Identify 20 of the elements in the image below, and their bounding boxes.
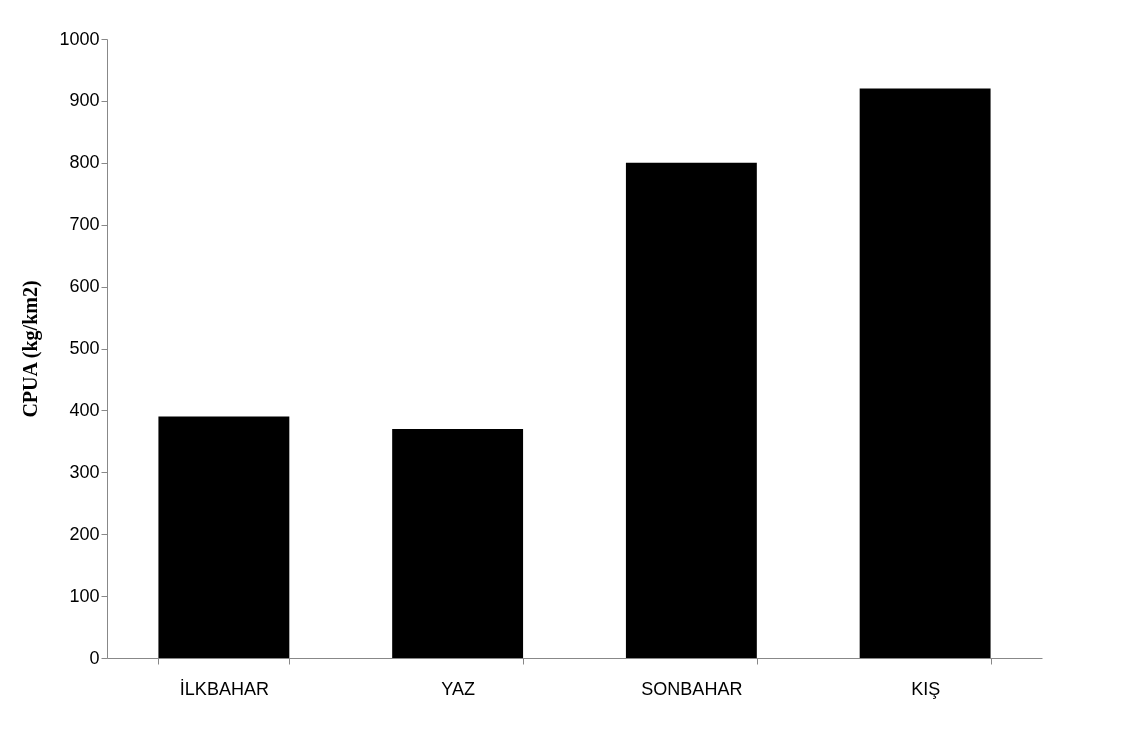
x-tick-label: YAZ (441, 678, 475, 699)
y-tick-label: 100 (69, 585, 100, 606)
bar (625, 162, 757, 658)
y-tick-label: 500 (69, 338, 100, 358)
bar (158, 416, 290, 658)
y-tick-label: 800 (69, 152, 100, 173)
y-axis-title: CPUA (kg/km2) (19, 280, 43, 418)
y-tick-label: 0 (89, 647, 100, 668)
bar (859, 88, 991, 658)
bar (392, 428, 524, 658)
y-tick-label: 700 (69, 214, 100, 235)
y-tick-label: 1000 (59, 28, 100, 49)
x-tick-label: İLKBAHAR (179, 678, 269, 699)
y-tick-label: 300 (69, 461, 100, 482)
x-tick-label: SONBAHAR (641, 678, 743, 699)
y-tick-label: 400 (69, 399, 100, 420)
x-tick-label: KIŞ (911, 678, 941, 699)
y-tick-label: 200 (69, 523, 100, 544)
y-tick-label: 600 (69, 276, 100, 297)
y-tick-label: 900 (69, 90, 100, 111)
